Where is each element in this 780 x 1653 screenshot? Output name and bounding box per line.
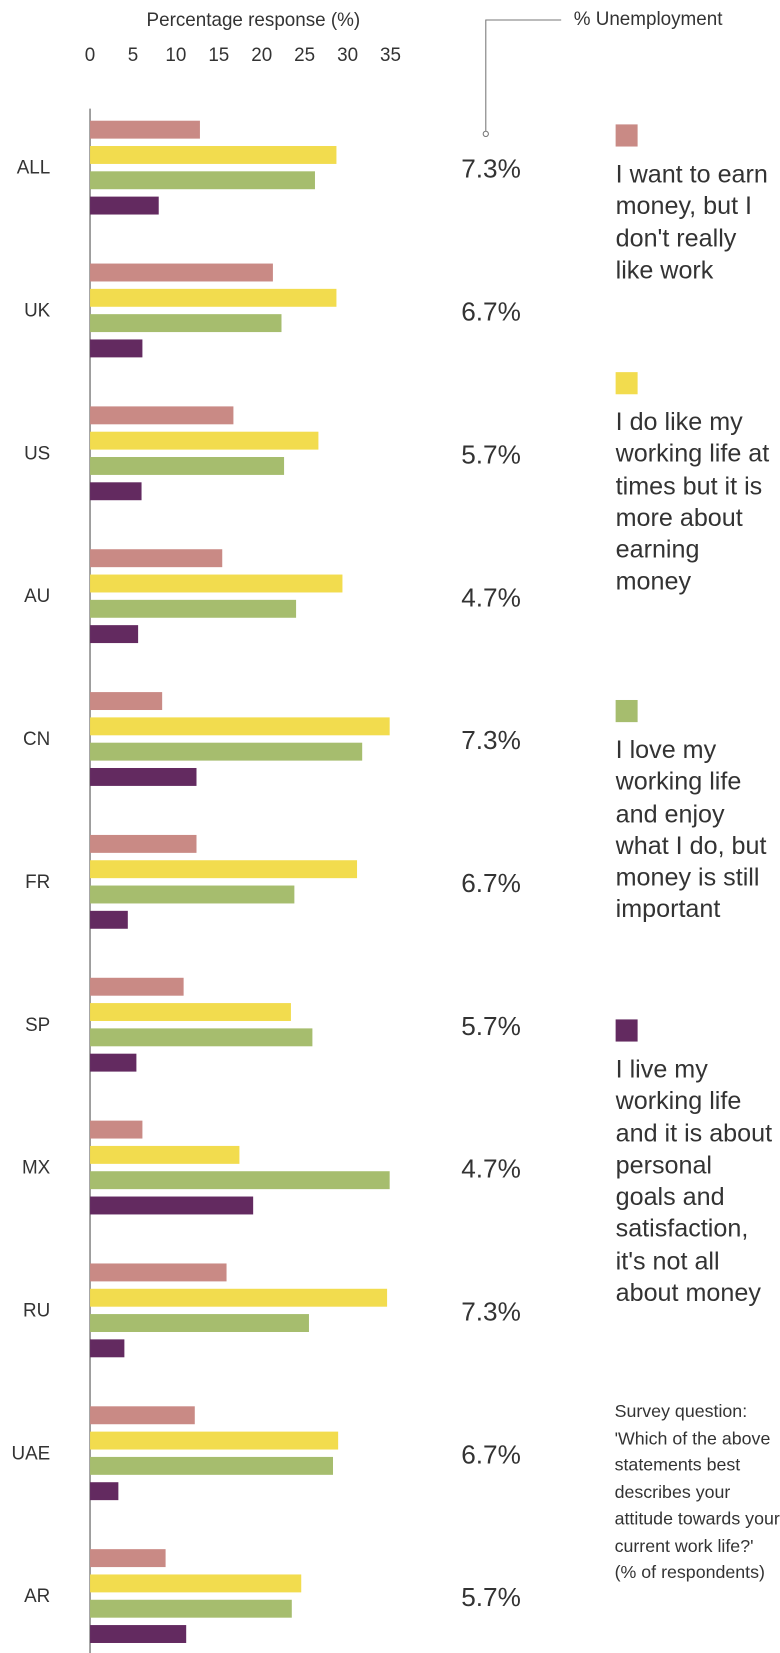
bar (90, 406, 234, 425)
category-label: UAE (12, 1443, 51, 1464)
category-label: FR (25, 872, 50, 893)
x-tick-label: 15 (208, 45, 229, 66)
bar (90, 767, 197, 786)
bar (90, 431, 319, 450)
bar (90, 1482, 119, 1501)
category-label: CN (23, 729, 50, 750)
legend-label: I love my working life and enjoy what I … (615, 735, 767, 924)
bar (90, 834, 197, 853)
unemployment-label: 5.7% (461, 1011, 521, 1041)
category-label: ALL (17, 158, 51, 179)
x-tick-label: 5 (128, 45, 138, 66)
legend-swatch (615, 1019, 638, 1042)
category-label: MX (22, 1158, 51, 1179)
bar (90, 1431, 339, 1450)
bar (90, 549, 223, 568)
note-text: Survey question: 'Which of the above sta… (614, 1401, 780, 1583)
bar (90, 910, 128, 929)
legend-swatch (615, 372, 638, 395)
bar (90, 885, 295, 904)
x-tick-label: 20 (251, 45, 272, 66)
category-label: US (24, 443, 50, 464)
bar (90, 146, 337, 164)
bar (90, 171, 315, 190)
bar (90, 1625, 187, 1643)
x-tick-label: 30 (337, 45, 358, 66)
bar (90, 196, 159, 215)
legend-item: I do like my working life at times but i… (615, 407, 770, 597)
legend-label: I do like my working life at times but i… (615, 407, 770, 597)
bar (90, 1145, 240, 1164)
legend-swatch (615, 699, 638, 723)
bar (90, 625, 139, 644)
category-label: SP (25, 1015, 50, 1036)
bar (90, 742, 363, 761)
bar (90, 1314, 309, 1332)
bar (90, 1196, 254, 1215)
category-label: RU (23, 1300, 50, 1321)
bar (90, 482, 142, 501)
legend-swatch (615, 124, 638, 147)
bar (90, 1599, 292, 1618)
category-label: AR (24, 1586, 50, 1607)
category-label: UK (24, 300, 51, 321)
legend-label: I live my working life and it is about p… (615, 1055, 773, 1308)
bar (90, 1263, 227, 1282)
unemployment-label: 7.3% (461, 154, 521, 184)
bar (90, 263, 273, 282)
unemployment-label: 4.7% (461, 1154, 521, 1184)
legend-item: I love my working life and enjoy what I … (615, 735, 767, 924)
bar (90, 860, 358, 879)
legend-label: I want to earn money, but I don't really… (615, 160, 768, 285)
bar (90, 599, 297, 618)
bar (90, 1406, 195, 1425)
unemployment-title: % Unemployment (574, 9, 723, 30)
bar (90, 1574, 302, 1593)
legend-item: I live my working life and it is about p… (615, 1055, 773, 1308)
unemployment-label: 6.7% (461, 868, 521, 898)
bar (90, 1288, 388, 1307)
bar (90, 574, 343, 593)
bar (90, 1171, 390, 1190)
unemployment-label: 5.7% (461, 439, 521, 469)
unemployment-label: 6.7% (461, 1439, 521, 1469)
bar (90, 692, 163, 711)
bar (90, 120, 200, 139)
x-axis-label: Percentage response (%) (147, 10, 361, 31)
unemployment-label: 7.3% (461, 1296, 521, 1326)
category-label: AU (24, 586, 50, 607)
bar (90, 1053, 137, 1072)
bar (90, 1120, 143, 1139)
bar (90, 1003, 291, 1022)
connector (485, 19, 562, 132)
unemployment-label: 7.3% (461, 725, 521, 755)
unemployment-label: 6.7% (461, 297, 521, 327)
bar (90, 1339, 125, 1358)
x-tick-label: 10 (165, 45, 186, 66)
x-tick-label: 35 (380, 45, 401, 66)
unemployment-label: 5.7% (461, 1582, 521, 1612)
legend-item: I want to earn money, but I don't really… (615, 160, 768, 285)
bar (90, 977, 184, 996)
x-tick-label: 0 (85, 45, 95, 66)
connector-dot (482, 130, 489, 138)
unemployment-label: 4.7% (461, 582, 521, 612)
note: Survey question: 'Which of the above sta… (614, 1401, 780, 1583)
bar (90, 1549, 166, 1568)
bar (90, 339, 143, 358)
x-tick-label: 25 (294, 45, 315, 66)
bar (90, 288, 337, 307)
bar (90, 314, 282, 333)
bar (90, 456, 285, 475)
bar (90, 1028, 313, 1047)
bar (90, 1456, 334, 1475)
bar (90, 717, 390, 736)
